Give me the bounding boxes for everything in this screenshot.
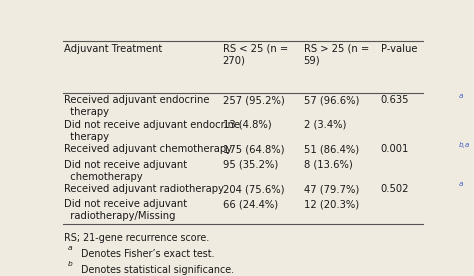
Text: a: a (459, 181, 464, 187)
Text: a: a (459, 93, 464, 99)
Text: Did not receive adjuvant
  radiotherapy/Missing: Did not receive adjuvant radiotherapy/Mi… (64, 199, 187, 221)
Text: RS > 25 (n =
59): RS > 25 (n = 59) (303, 44, 369, 66)
Text: Received adjuvant endocrine
  therapy: Received adjuvant endocrine therapy (64, 95, 209, 117)
Text: 95 (35.2%): 95 (35.2%) (223, 160, 278, 169)
Text: b: b (67, 261, 72, 267)
Text: 0.635: 0.635 (381, 95, 409, 105)
Text: 2 (3.4%): 2 (3.4%) (303, 120, 346, 130)
Text: 0.001: 0.001 (381, 144, 409, 154)
Text: Received adjuvant chemotherapy: Received adjuvant chemotherapy (64, 144, 232, 154)
Text: 47 (79.7%): 47 (79.7%) (303, 184, 359, 194)
Text: 12 (20.3%): 12 (20.3%) (303, 199, 359, 209)
Text: Adjuvant Treatment: Adjuvant Treatment (64, 44, 162, 54)
Text: Did not receive adjuvant
  chemotherapy: Did not receive adjuvant chemotherapy (64, 160, 187, 182)
Text: 8 (13.6%): 8 (13.6%) (303, 160, 352, 169)
Text: RS; 21-gene recurrence score.: RS; 21-gene recurrence score. (64, 233, 209, 243)
Text: 13 (4.8%): 13 (4.8%) (223, 120, 271, 130)
Text: 57 (96.6%): 57 (96.6%) (303, 95, 359, 105)
Text: Received adjuvant radiotherapy: Received adjuvant radiotherapy (64, 184, 224, 194)
Text: 257 (95.2%): 257 (95.2%) (223, 95, 284, 105)
Text: 0.502: 0.502 (381, 184, 409, 194)
Text: Denotes statistical significance.: Denotes statistical significance. (75, 265, 234, 275)
Text: 66 (24.4%): 66 (24.4%) (223, 199, 278, 209)
Text: Did not receive adjuvant endocrine
  therapy: Did not receive adjuvant endocrine thera… (64, 120, 240, 142)
Text: b,a: b,a (459, 142, 470, 148)
Text: P-value: P-value (381, 44, 417, 54)
Text: a: a (67, 245, 72, 251)
Text: 51 (86.4%): 51 (86.4%) (303, 144, 359, 154)
Text: 175 (64.8%): 175 (64.8%) (223, 144, 284, 154)
Text: RS < 25 (n =
270): RS < 25 (n = 270) (223, 44, 288, 66)
Text: 204 (75.6%): 204 (75.6%) (223, 184, 284, 194)
Text: Denotes Fisher’s exact test.: Denotes Fisher’s exact test. (75, 249, 214, 259)
